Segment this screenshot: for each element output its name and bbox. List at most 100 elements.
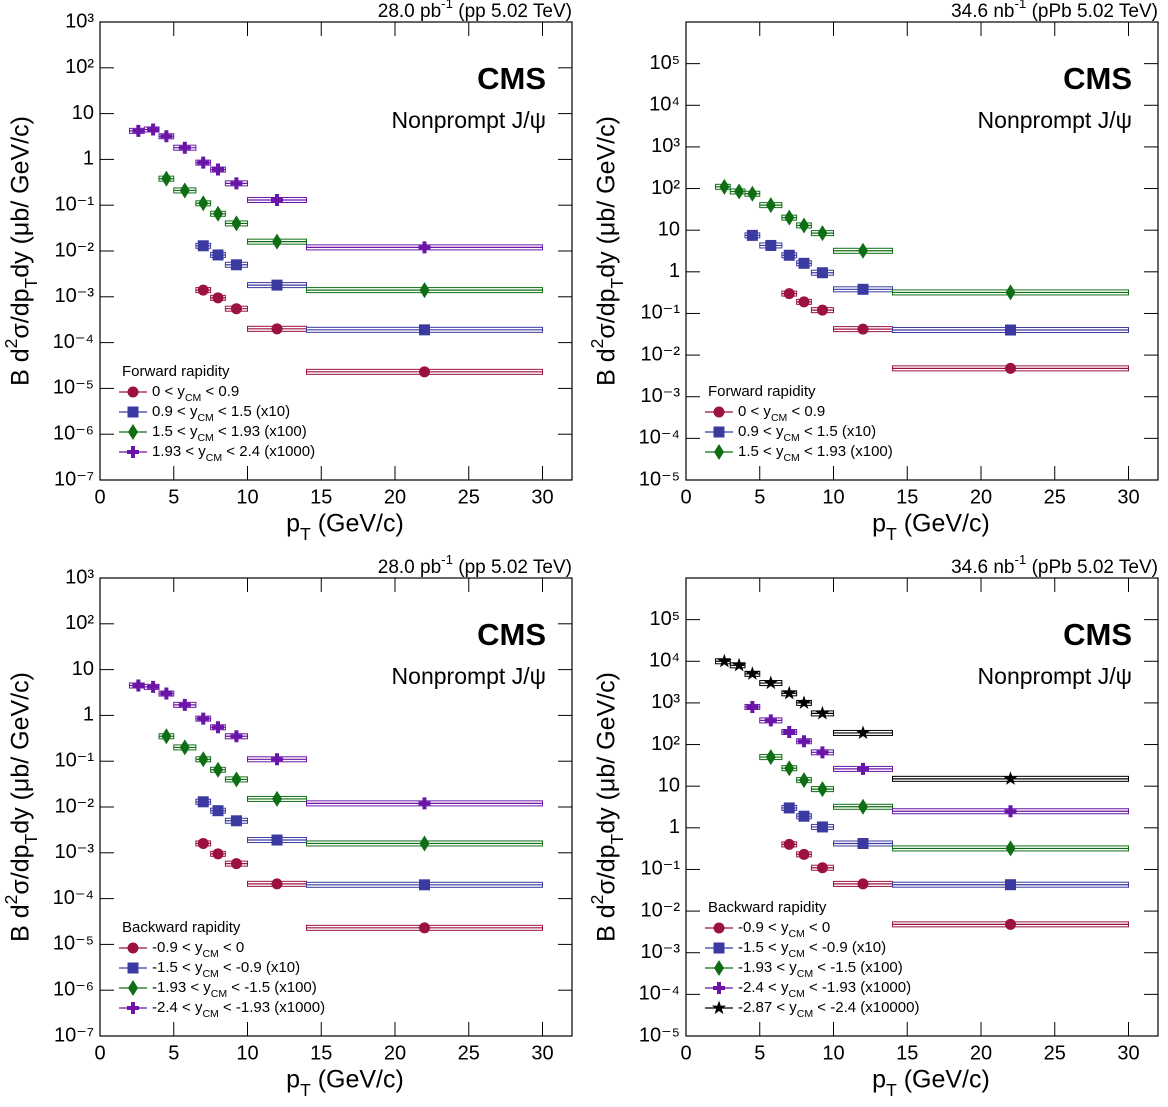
x-tick-label: 15 xyxy=(310,486,332,508)
marker xyxy=(765,749,776,766)
y-tick-label: 10⁻⁷ xyxy=(54,468,94,490)
annotation: 34.6 nb-1 (pPb 5.02 TeV) xyxy=(951,0,1158,22)
marker xyxy=(212,848,224,860)
marker xyxy=(816,304,828,316)
marker xyxy=(178,698,191,711)
marker xyxy=(147,680,160,693)
chart-subtitle: Nonprompt J/ψ xyxy=(978,663,1132,689)
legend-label: -2.4 < yCM < -1.93 (x1000) xyxy=(738,979,911,1000)
legend-label: -1.5 < yCM < -0.9 (x10) xyxy=(738,939,886,960)
x-tick-label: 20 xyxy=(384,1042,406,1064)
marker xyxy=(271,193,283,206)
marker xyxy=(782,685,797,700)
marker xyxy=(230,858,242,870)
y-tick-label: 10⁻² xyxy=(55,795,95,817)
marker xyxy=(272,790,282,807)
legend-marker xyxy=(128,424,138,440)
chart-title: CMS xyxy=(477,61,546,96)
annotation: 28.0 pb-1 (pp 5.02 TeV) xyxy=(378,552,572,578)
x-tick-label: 10 xyxy=(236,1042,258,1064)
x-tick-label: 10 xyxy=(236,486,258,508)
x-tick-label: 25 xyxy=(458,486,480,508)
annotation: 28.0 pb-1 (pp 5.02 TeV) xyxy=(378,0,572,22)
marker xyxy=(419,324,430,336)
marker xyxy=(178,141,191,154)
marker xyxy=(230,730,243,743)
marker xyxy=(717,653,732,668)
marker xyxy=(271,878,283,890)
y-tick-label: 10² xyxy=(65,612,94,634)
y-tick-label: 10⁻⁴ xyxy=(53,887,94,909)
chart-title: CMS xyxy=(1063,617,1132,652)
marker xyxy=(798,848,810,860)
panel: 10⁻⁵ 10⁻⁴ 10⁻³ 10⁻² 10⁻¹ 1 10 10² 10³ 10⁴ 10⁵ 0 5 10 1… xyxy=(587,552,1159,1100)
legend-marker xyxy=(713,942,725,954)
marker xyxy=(197,240,209,252)
plot-frame xyxy=(685,577,1159,1037)
y-tick-label: 10² xyxy=(65,56,94,78)
marker xyxy=(418,241,431,254)
marker xyxy=(745,666,760,680)
y-tick-label: 10⁻² xyxy=(55,239,95,261)
marker xyxy=(734,183,745,200)
marker xyxy=(858,798,868,815)
x-tick-label: 30 xyxy=(1117,486,1139,508)
panel: 10⁻⁷ 10⁻⁶ 10⁻⁵ 10⁻⁴ 10⁻³ 10⁻² 10⁻¹ 1 10 10² 10³ 0 5 1… xyxy=(1,0,573,544)
marker xyxy=(1004,805,1017,818)
y-axis-label: B d2σ/dpTdy (μb/ GeV/c) xyxy=(1,672,41,942)
marker xyxy=(230,815,242,827)
y-axis-label: B d2σ/dpTdy (μb/ GeV/c) xyxy=(587,116,627,386)
marker xyxy=(230,177,243,190)
x-tick-label: 30 xyxy=(1117,1042,1139,1064)
legend-marker xyxy=(714,960,724,976)
marker xyxy=(272,233,282,250)
marker xyxy=(765,197,776,214)
marker xyxy=(418,797,431,810)
legend-label: 0.9 < yCM < 1.5 (x10) xyxy=(738,423,876,444)
marker xyxy=(783,726,796,739)
marker xyxy=(857,838,869,850)
x-tick-label: 5 xyxy=(168,486,179,508)
y-tick-label: 10⁴ xyxy=(649,650,680,672)
legend-label: -0.9 < yCM < 0 xyxy=(738,919,830,940)
y-tick-label: 10⁻⁶ xyxy=(53,978,94,1000)
marker xyxy=(1005,324,1016,336)
marker xyxy=(132,679,145,692)
legend-marker xyxy=(713,922,725,934)
marker xyxy=(132,124,145,137)
x-tick-label: 10 xyxy=(822,486,844,508)
x-tick-label: 30 xyxy=(531,486,553,508)
y-tick-label: 10³ xyxy=(65,566,94,588)
marker xyxy=(419,879,430,891)
y-tick-label: 10⁻³ xyxy=(55,285,95,307)
y-tick-label: 10⁻⁴ xyxy=(53,331,94,353)
chart-subtitle: Nonprompt J/ψ xyxy=(392,107,546,133)
legend-label: -1.93 < yCM < -1.5 (x100) xyxy=(738,959,903,980)
marker xyxy=(197,796,209,808)
y-tick-label: 1 xyxy=(669,816,680,838)
legend-marker xyxy=(127,962,139,974)
marker xyxy=(147,123,160,136)
marker xyxy=(783,249,795,261)
y-tick-label: 10⁻² xyxy=(641,343,681,365)
legend-label: -2.4 < yCM < -1.93 (x1000) xyxy=(152,999,325,1020)
legend-marker xyxy=(127,386,139,398)
marker xyxy=(197,284,209,296)
marker xyxy=(816,821,828,833)
marker xyxy=(197,712,210,725)
panel: 10⁻⁷ 10⁻⁶ 10⁻⁵ 10⁻⁴ 10⁻³ 10⁻² 10⁻¹ 1 10 10² 10³ 0 5 1… xyxy=(1,552,573,1100)
y-tick-label: 10⁻¹ xyxy=(641,858,681,880)
marker xyxy=(784,209,795,226)
y-axis-label: B d2σ/dpTdy (μb/ GeV/c) xyxy=(1,116,41,386)
x-tick-label: 25 xyxy=(458,1042,480,1064)
marker xyxy=(798,257,810,269)
legend-label: 1.93 < yCM < 2.4 (x1000) xyxy=(152,443,315,464)
marker xyxy=(197,156,210,169)
legend-label: -1.5 < yCM < -0.9 (x10) xyxy=(152,959,300,980)
legend-label: 0 < yCM < 0.9 xyxy=(152,383,239,404)
marker xyxy=(763,675,778,690)
marker xyxy=(816,267,828,279)
marker xyxy=(230,303,242,315)
y-tick-label: 10 xyxy=(72,658,94,680)
